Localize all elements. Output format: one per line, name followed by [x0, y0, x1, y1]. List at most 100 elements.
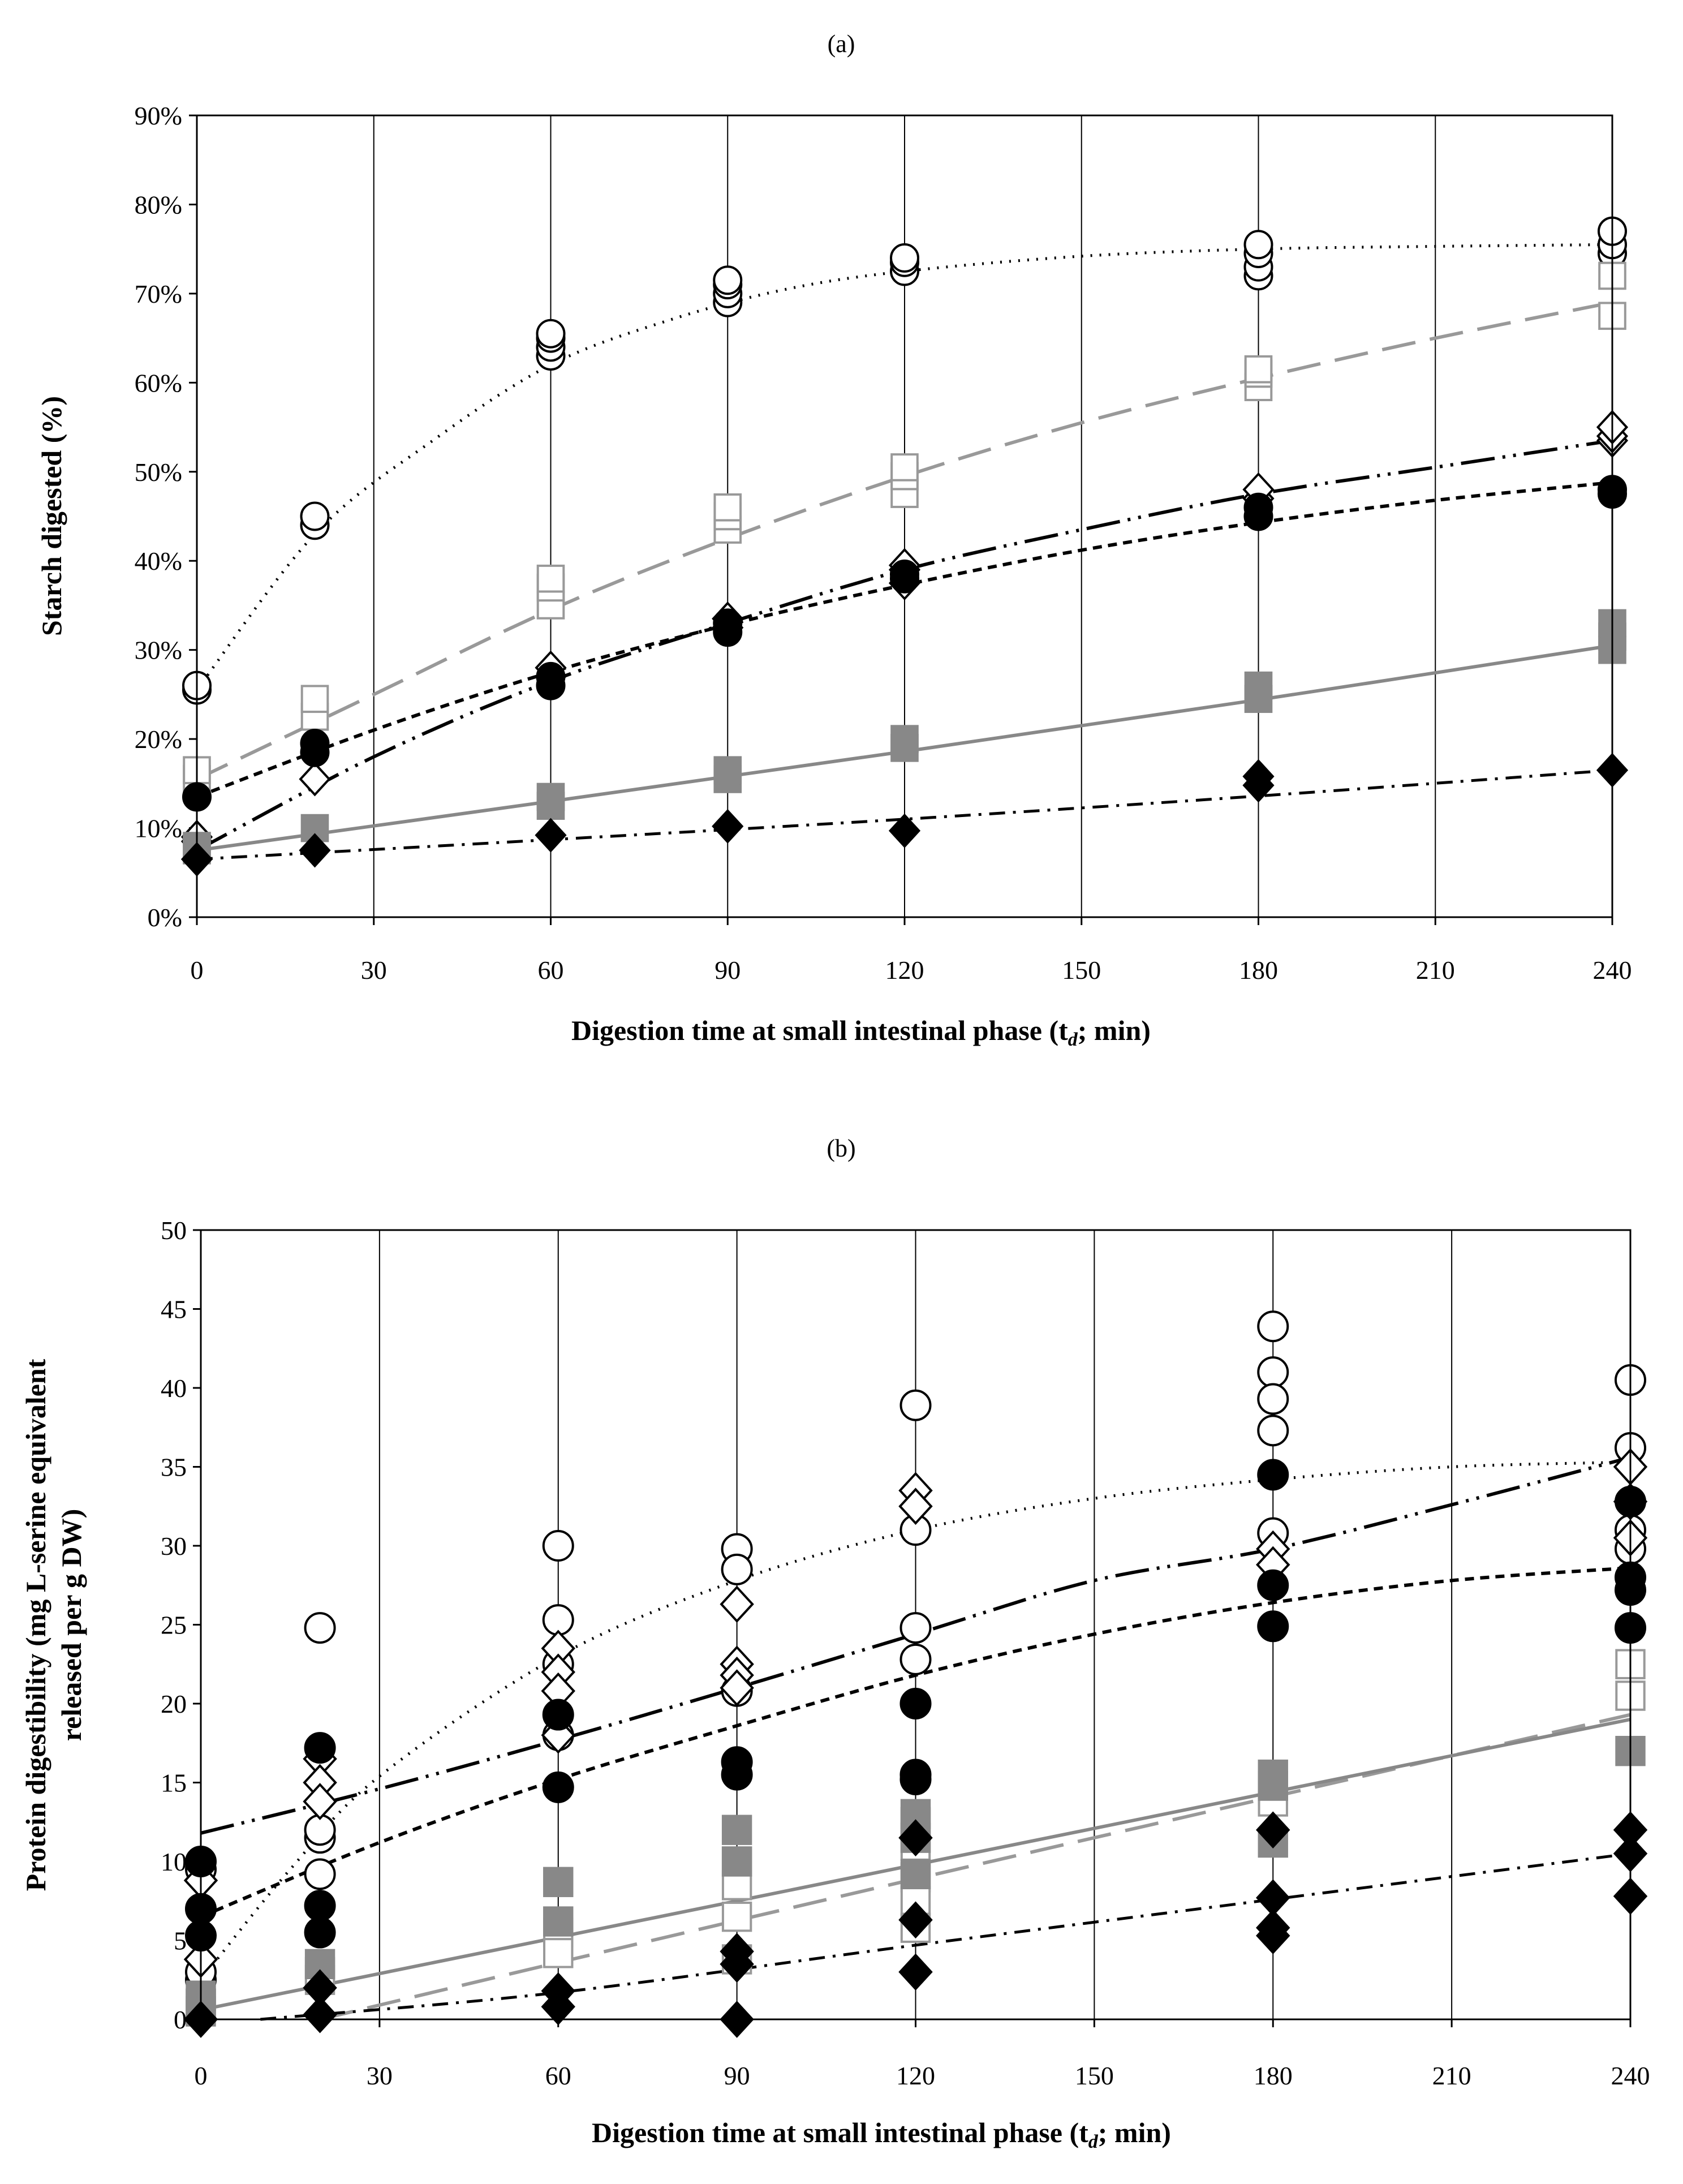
point-open-square-9	[713, 493, 742, 522]
panel-a-label: (a)	[828, 30, 855, 58]
point-open-circle-20	[1257, 1383, 1289, 1415]
x-tick-label-60: 60	[545, 2061, 571, 2090]
point-filled-square-12	[1258, 1770, 1288, 1801]
point-filled-square-4	[543, 1867, 574, 1897]
point-open-square-7	[721, 1901, 752, 1932]
point-filled-square-6	[713, 756, 742, 785]
point-open-circle-3	[304, 1612, 336, 1644]
point-open-circle-16	[899, 1612, 932, 1644]
panel-b-x-axis-title-subscript: d	[1088, 2131, 1099, 2152]
point-filled-circle-5	[304, 1916, 336, 1949]
point-filled-square-5	[543, 1906, 574, 1937]
point-open-circle-18	[1243, 230, 1273, 260]
panel-a-x-axis-title-subscript: d	[1068, 1029, 1078, 1050]
panel-a: (a) 0% 10% 20% 30% 40% 50% 60% 70% 80% 90% 0 30 60 9…	[36, 30, 1632, 1050]
point-open-diamond-14	[898, 1487, 933, 1525]
point-filled-circle-8	[890, 559, 919, 589]
point-open-circle-4	[304, 1858, 336, 1890]
point-open-square-6	[536, 564, 565, 593]
point-open-diamond-8	[541, 1716, 575, 1754]
panel-a-plot-frame	[196, 114, 1613, 918]
point-filled-circle-15	[1257, 1610, 1289, 1643]
panel-a-x-axis-title: Digestion time at small intestinal phase…	[571, 1014, 1151, 1050]
point-filled-diamond-10	[898, 1953, 933, 1991]
x-tick-label-120: 120	[896, 2061, 935, 2090]
y-tick-label-25: 25	[161, 1611, 187, 1640]
panel-b-x-axis-title-main: Digestion time at small intestinal phase…	[592, 2117, 1088, 2148]
point-open-circle-21	[1257, 1415, 1289, 1447]
point-open-circle-14	[890, 243, 919, 273]
y-tick-label-35: 35	[161, 1453, 187, 1482]
point-open-circle-19	[1257, 1356, 1289, 1388]
x-tick-label-180: 180	[1254, 2061, 1293, 2090]
panel-a-x-axis-title-end: ; min)	[1078, 1014, 1151, 1046]
y-tick-label-40%: 40%	[135, 547, 182, 575]
y-tick-label-0: 0	[174, 2005, 187, 2034]
panel-b-y-tick-labels: 0 5 10 15 20 25 30 35 40 45 50	[161, 1216, 187, 2034]
point-open-diamond-9	[720, 1585, 754, 1623]
point-filled-diamond-9	[898, 1901, 933, 1939]
x-tick-label-90: 90	[714, 956, 741, 984]
point-filled-square-7	[721, 1846, 752, 1877]
fit-line-filled-circle	[200, 1566, 1631, 1919]
y-tick-label-15: 15	[161, 1769, 187, 1798]
x-tick-label-30: 30	[367, 2061, 393, 2090]
y-tick-label-30%: 30%	[135, 636, 182, 665]
point-open-circle-3	[300, 501, 330, 531]
point-filled-circle-9	[721, 1759, 753, 1791]
panel-a-x-tick-labels: 0 30 60 90 120 150 180 210 240	[191, 956, 1632, 984]
panel-b-y-axis-title-line2: released per g DW)	[55, 1509, 87, 1742]
y-tick-label-0%: 0%	[148, 903, 182, 932]
y-tick-label-10: 10	[161, 1847, 187, 1876]
point-filled-circle-6	[713, 608, 743, 638]
panel-b-fit-lines	[200, 1455, 1631, 2021]
point-filled-diamond-8	[898, 1819, 933, 1857]
x-tick-label-180: 180	[1239, 956, 1278, 984]
x-tick-label-210: 210	[1416, 956, 1455, 984]
point-filled-square-10	[1244, 671, 1273, 700]
y-tick-label-40: 40	[161, 1374, 187, 1403]
point-open-diamond-4	[303, 1783, 337, 1820]
x-tick-label-150: 150	[1075, 2061, 1114, 2090]
point-filled-circle-7	[542, 1771, 574, 1803]
point-open-square-12	[890, 453, 919, 481]
point-filled-circle-6	[542, 1699, 574, 1731]
point-filled-circle-2	[300, 728, 330, 758]
panel-a-x-axis-title-main: Digestion time at small intestinal phase…	[571, 1014, 1068, 1046]
point-filled-square-6	[721, 1815, 752, 1845]
point-filled-diamond-11	[1256, 1811, 1290, 1849]
point-open-circle-17	[899, 1643, 932, 1675]
panel-b-plot-frame	[200, 1229, 1632, 2020]
y-tick-label-60%: 60%	[135, 368, 182, 397]
x-tick-label-60: 60	[538, 956, 564, 984]
point-open-circle-7	[542, 1530, 574, 1562]
y-tick-label-90%: 90%	[135, 101, 182, 130]
point-filled-diamond-2	[535, 818, 567, 853]
point-filled-diamond-6	[1242, 759, 1275, 794]
x-tick-label-210: 210	[1432, 2061, 1471, 2090]
x-tick-label-240: 240	[1611, 2061, 1650, 2090]
point-filled-diamond-3	[712, 809, 744, 844]
point-filled-diamond-2	[303, 1996, 337, 2033]
y-tick-label-5: 5	[174, 1927, 187, 1955]
panel-a-y-axis-title: Starch digested (%)	[36, 396, 67, 636]
point-filled-circle-4	[536, 661, 566, 691]
point-open-circle-18	[1257, 1310, 1289, 1343]
point-open-circle-7	[536, 319, 566, 349]
x-tick-label-120: 120	[885, 956, 924, 984]
point-filled-diamond-4	[888, 813, 921, 848]
fit-line-filled-diamond	[260, 1852, 1631, 2021]
x-tick-label-30: 30	[361, 956, 387, 984]
point-filled-circle-3	[304, 1732, 336, 1764]
point-filled-diamond-4	[541, 1988, 575, 2026]
panel-b-x-axis-title-end: ; min)	[1098, 2117, 1171, 2148]
panel-b: (b) 0 5 10 15 20 25 30 35 40 45 50 0 30 60 90 120 150 18…	[20, 1134, 1650, 2152]
point-open-circle-11	[713, 265, 743, 295]
point-filled-circle-4	[304, 1890, 336, 1922]
panel-b-label: (b)	[827, 1134, 855, 1162]
point-filled-circle-14	[1257, 1569, 1289, 1601]
point-open-square-15	[1244, 355, 1273, 384]
panel-a-y-tick-labels: 0% 10% 20% 30% 40% 50% 60% 70% 80% 90%	[135, 101, 182, 932]
